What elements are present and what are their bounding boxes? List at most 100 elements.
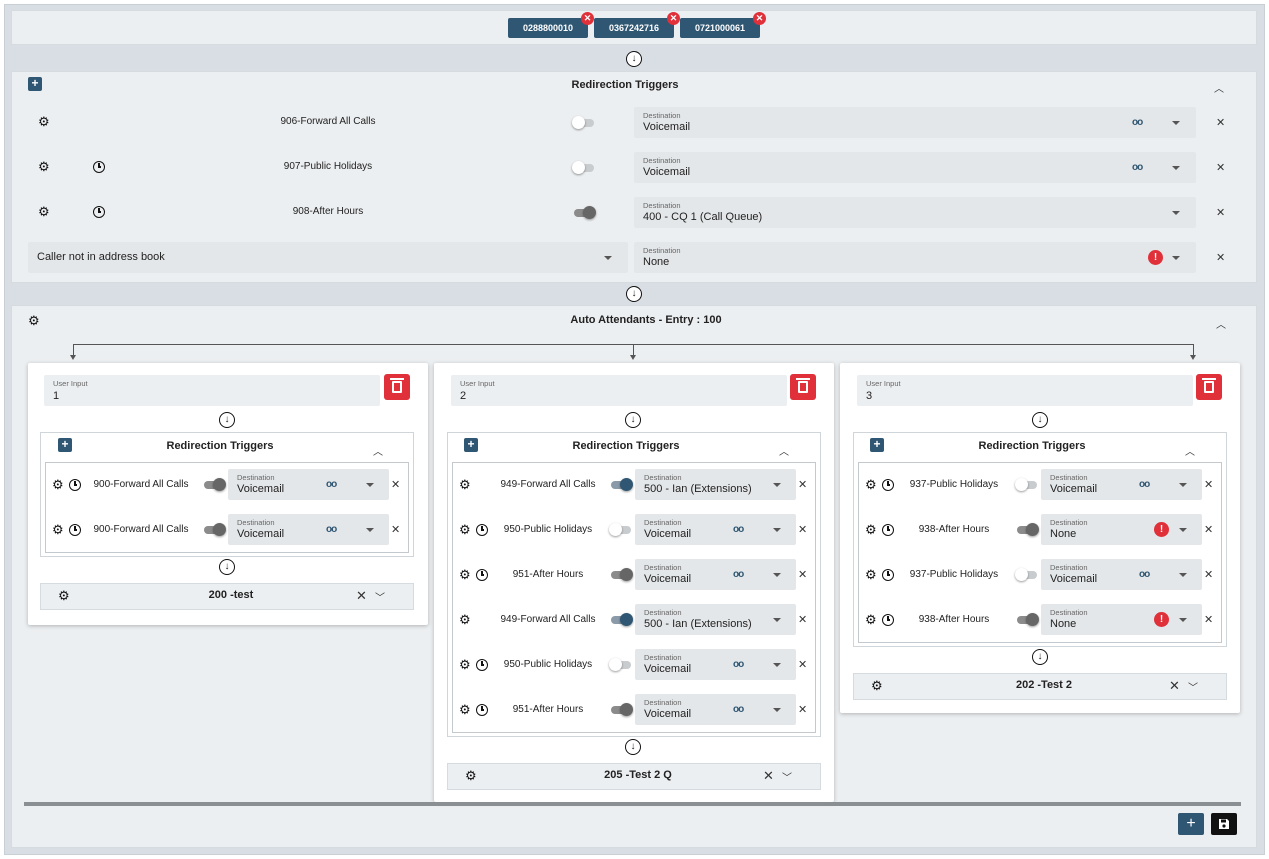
- destination-select[interactable]: Destination Voicemail oo: [635, 514, 796, 545]
- destination-select[interactable]: Destination Voicemail oo: [634, 107, 1196, 138]
- trigger-toggle[interactable]: [574, 206, 596, 219]
- remove-trigger-button[interactable]: ✕: [1216, 252, 1226, 264]
- remove-trigger-button[interactable]: ✕: [1204, 479, 1214, 491]
- destination-select[interactable]: Destination None !: [1041, 604, 1202, 635]
- trigger-toggle[interactable]: [1015, 478, 1037, 491]
- clock-icon[interactable]: [476, 524, 488, 536]
- remove-number-icon[interactable]: ✕: [667, 12, 680, 25]
- target-bar[interactable]: ⚙ 205 -Test 2 Q ✕ ﹀: [447, 763, 821, 790]
- number-chip[interactable]: 0721000061 ✕: [680, 12, 766, 38]
- destination-select[interactable]: Destination Voicemail oo: [1041, 559, 1202, 590]
- add-trigger-button[interactable]: +: [28, 77, 42, 91]
- delete-option-button[interactable]: [384, 374, 410, 400]
- destination-select[interactable]: Destination Voicemail oo: [1041, 469, 1202, 500]
- chevron-down-icon[interactable]: ﹀: [1188, 683, 1198, 694]
- gear-icon[interactable]: ⚙: [52, 522, 64, 537]
- gear-icon[interactable]: ⚙: [459, 612, 471, 627]
- number-chip[interactable]: 0367242716 ✕: [594, 12, 680, 38]
- collapse-icon[interactable]: ︿: [1216, 320, 1226, 331]
- gear-icon[interactable]: ⚙: [465, 768, 477, 783]
- collapse-icon[interactable]: ︿: [1214, 84, 1224, 95]
- add-trigger-button[interactable]: +: [870, 438, 884, 452]
- gear-icon[interactable]: ⚙: [459, 657, 471, 672]
- gear-icon[interactable]: ⚙: [28, 313, 40, 328]
- remove-trigger-button[interactable]: ✕: [1216, 117, 1226, 129]
- remove-number-icon[interactable]: ✕: [581, 12, 594, 25]
- clear-icon[interactable]: ✕: [356, 588, 367, 603]
- gear-icon[interactable]: ⚙: [38, 114, 50, 129]
- gear-icon[interactable]: ⚙: [38, 204, 50, 219]
- trigger-toggle[interactable]: [572, 161, 594, 174]
- trigger-toggle[interactable]: [611, 478, 633, 491]
- user-input-field[interactable]: User Input 3: [857, 375, 1193, 406]
- remove-trigger-button[interactable]: ✕: [798, 479, 808, 491]
- gear-icon[interactable]: ⚙: [459, 477, 471, 492]
- chevron-down-icon[interactable]: ﹀: [782, 773, 792, 784]
- add-trigger-button[interactable]: +: [58, 438, 72, 452]
- caller-condition-select[interactable]: Caller not in address book: [28, 242, 628, 273]
- clock-icon[interactable]: [93, 206, 105, 218]
- remove-trigger-button[interactable]: ✕: [1216, 207, 1226, 219]
- destination-select[interactable]: Destination Voicemail oo: [228, 514, 389, 545]
- clock-icon[interactable]: [882, 614, 894, 626]
- delete-option-button[interactable]: [1196, 374, 1222, 400]
- trigger-toggle[interactable]: [1017, 613, 1039, 626]
- trigger-toggle[interactable]: [1017, 523, 1039, 536]
- remove-trigger-button[interactable]: ✕: [798, 659, 808, 671]
- save-button[interactable]: [1211, 813, 1237, 835]
- destination-select[interactable]: Destination None !: [1041, 514, 1202, 545]
- destination-select[interactable]: Destination Voicemail oo: [634, 152, 1196, 183]
- chevron-down-icon[interactable]: ﹀: [375, 593, 385, 604]
- clock-icon[interactable]: [476, 704, 488, 716]
- clock-icon[interactable]: [882, 524, 894, 536]
- add-trigger-button[interactable]: +: [464, 438, 478, 452]
- destination-select[interactable]: Destination Voicemail oo: [635, 694, 796, 725]
- remove-number-icon[interactable]: ✕: [753, 12, 766, 25]
- gear-icon[interactable]: ⚙: [871, 678, 883, 693]
- remove-trigger-button[interactable]: ✕: [391, 479, 401, 491]
- gear-icon[interactable]: ⚙: [459, 702, 471, 717]
- gear-icon[interactable]: ⚙: [459, 567, 471, 582]
- trigger-toggle[interactable]: [204, 478, 226, 491]
- trigger-toggle[interactable]: [609, 523, 631, 536]
- number-chip[interactable]: 0288800010 ✕: [508, 12, 594, 38]
- destination-select[interactable]: Destination Voicemail oo: [635, 649, 796, 680]
- trigger-toggle[interactable]: [572, 116, 594, 129]
- target-bar[interactable]: ⚙ 202 -Test 2 ✕ ﹀: [853, 673, 1227, 700]
- collapse-icon[interactable]: ︿: [779, 447, 789, 458]
- trigger-toggle[interactable]: [611, 613, 633, 626]
- delete-option-button[interactable]: [790, 374, 816, 400]
- remove-trigger-button[interactable]: ✕: [798, 704, 808, 716]
- clear-icon[interactable]: ✕: [1169, 678, 1180, 693]
- destination-select[interactable]: Destination 400 - CQ 1 (Call Queue): [634, 197, 1196, 228]
- remove-trigger-button[interactable]: ✕: [1216, 162, 1226, 174]
- clock-icon[interactable]: [476, 659, 488, 671]
- remove-trigger-button[interactable]: ✕: [1204, 569, 1214, 581]
- trigger-toggle[interactable]: [1015, 568, 1037, 581]
- clock-icon[interactable]: [476, 569, 488, 581]
- clock-icon[interactable]: [882, 479, 894, 491]
- collapse-icon[interactable]: ︿: [373, 447, 383, 458]
- user-input-field[interactable]: User Input 2: [451, 375, 787, 406]
- gear-icon[interactable]: ⚙: [38, 159, 50, 174]
- destination-select[interactable]: Destination Voicemail oo: [635, 559, 796, 590]
- remove-trigger-button[interactable]: ✕: [798, 569, 808, 581]
- remove-trigger-button[interactable]: ✕: [1204, 524, 1214, 536]
- destination-select[interactable]: Destination None !: [634, 242, 1196, 273]
- destination-select[interactable]: Destination 500 - Ian (Extensions): [635, 469, 796, 500]
- remove-trigger-button[interactable]: ✕: [798, 524, 808, 536]
- destination-select[interactable]: Destination Voicemail oo: [228, 469, 389, 500]
- clock-icon[interactable]: [882, 569, 894, 581]
- user-input-field[interactable]: User Input 1: [44, 375, 380, 406]
- add-option-button[interactable]: +: [1178, 813, 1204, 835]
- clock-icon[interactable]: [93, 161, 105, 173]
- remove-trigger-button[interactable]: ✕: [391, 524, 401, 536]
- trigger-toggle[interactable]: [611, 703, 633, 716]
- clock-icon[interactable]: [69, 524, 81, 536]
- destination-select[interactable]: Destination 500 - Ian (Extensions): [635, 604, 796, 635]
- collapse-icon[interactable]: ︿: [1185, 447, 1195, 458]
- gear-icon[interactable]: ⚙: [865, 567, 877, 582]
- gear-icon[interactable]: ⚙: [58, 588, 70, 603]
- gear-icon[interactable]: ⚙: [865, 477, 877, 492]
- clock-icon[interactable]: [69, 479, 81, 491]
